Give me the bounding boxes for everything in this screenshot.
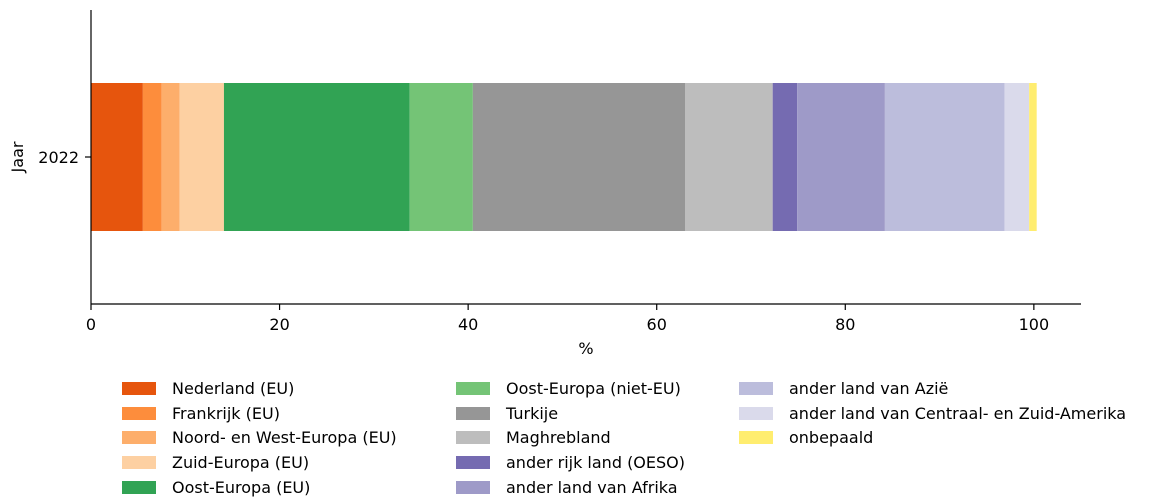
stacked-bar-chart: 0 20 40 60 80 100 2022 % Jaar: [8, 10, 1081, 358]
bar-segment-1: [142, 83, 162, 231]
legend-item: onbepaald: [739, 425, 1126, 450]
legend-column-2: ander land van Azië ander land van Centra…: [739, 376, 1126, 450]
x-tick-label-4: 80: [835, 315, 855, 334]
bar-segment-7: [685, 83, 773, 231]
bar-segment-4: [223, 83, 410, 231]
legend-item: Nederland (EU): [122, 376, 397, 401]
bar-segment-11: [1004, 83, 1030, 231]
legend-label: ander land van Afrika: [506, 477, 678, 497]
legend-item: Frankrijk (EU): [122, 401, 397, 426]
legend-swatch: [122, 455, 156, 469]
legend-label: Turkije: [506, 403, 559, 423]
legend-label: Noord- en West-Europa (EU): [172, 428, 397, 448]
legend-label: Nederland (EU): [172, 378, 295, 398]
legend-item: Oost-Europa (EU): [122, 475, 397, 500]
bar-segment-9: [797, 83, 885, 231]
legend-column-1: Oost-Europa (niet-EU) Turkije Maghrebland a…: [456, 376, 685, 499]
x-tick-label-0: 0: [86, 315, 96, 334]
legend-swatch: [122, 381, 156, 395]
legend-swatch: [456, 431, 490, 445]
x-tick-label-2: 40: [458, 315, 478, 334]
x-axis-label: %: [578, 339, 593, 358]
legend-label: Zuid-Europa (EU): [172, 452, 310, 472]
legend-swatch: [122, 480, 156, 494]
legend-item: Turkije: [456, 401, 685, 426]
bar-segment-2: [161, 83, 180, 231]
legend-swatch: [739, 431, 773, 445]
bar-segment-5: [409, 83, 473, 231]
legend-label: ander rijk land (OESO): [506, 452, 685, 472]
legend-swatch: [456, 455, 490, 469]
legend-swatch: [456, 406, 490, 420]
legend: Nederland (EU) Frankrijk (EU) Noord- en We…: [122, 376, 1171, 501]
legend-label: Maghrebland: [506, 428, 611, 448]
legend-swatch: [122, 431, 156, 445]
legend-column-0: Nederland (EU) Frankrijk (EU) Noord- en We…: [122, 376, 397, 499]
legend-swatch: [739, 381, 773, 395]
legend-label: ander land van Azië: [789, 378, 949, 398]
legend-swatch: [456, 381, 490, 395]
x-tick-label-1: 20: [269, 315, 289, 334]
y-axis-label: Jaar: [8, 141, 27, 173]
legend-label: ander land van Centraal- en Zuid-Amerika: [789, 403, 1127, 423]
legend-item: ander land van Afrika: [456, 475, 685, 500]
legend-swatch: [456, 480, 490, 494]
legend-item: Zuid-Europa (EU): [122, 450, 397, 475]
bar-segments: [91, 83, 1037, 231]
bar-segment-8: [772, 83, 798, 231]
legend-swatch: [739, 406, 773, 420]
y-tick-label-0: 2022: [38, 148, 79, 167]
legend-item: ander land van Centraal- en Zuid-Amerika: [739, 401, 1126, 426]
legend-label: Frankrijk (EU): [172, 403, 280, 423]
legend-swatch: [122, 406, 156, 420]
bar-segment-3: [179, 83, 224, 231]
bar-segment-6: [472, 83, 685, 231]
x-tick-label-5: 100: [1019, 315, 1050, 334]
legend-label: Oost-Europa (niet-EU): [506, 378, 681, 398]
legend-label: onbepaald: [789, 428, 874, 448]
y-ticks: 2022: [38, 148, 91, 167]
legend-item: Noord- en West-Europa (EU): [122, 425, 397, 450]
bar-segment-12: [1029, 83, 1037, 231]
x-ticks: 0 20 40 60 80 100: [86, 304, 1049, 334]
legend-item: Maghrebland: [456, 425, 685, 450]
bar-segment-10: [884, 83, 1005, 231]
x-tick-label-3: 60: [647, 315, 667, 334]
legend-item: Oost-Europa (niet-EU): [456, 376, 685, 401]
bar-segment-0: [91, 83, 143, 231]
legend-item: ander rijk land (OESO): [456, 450, 685, 475]
legend-item: ander land van Azië: [739, 376, 1126, 401]
legend-label: Oost-Europa (EU): [172, 477, 311, 497]
